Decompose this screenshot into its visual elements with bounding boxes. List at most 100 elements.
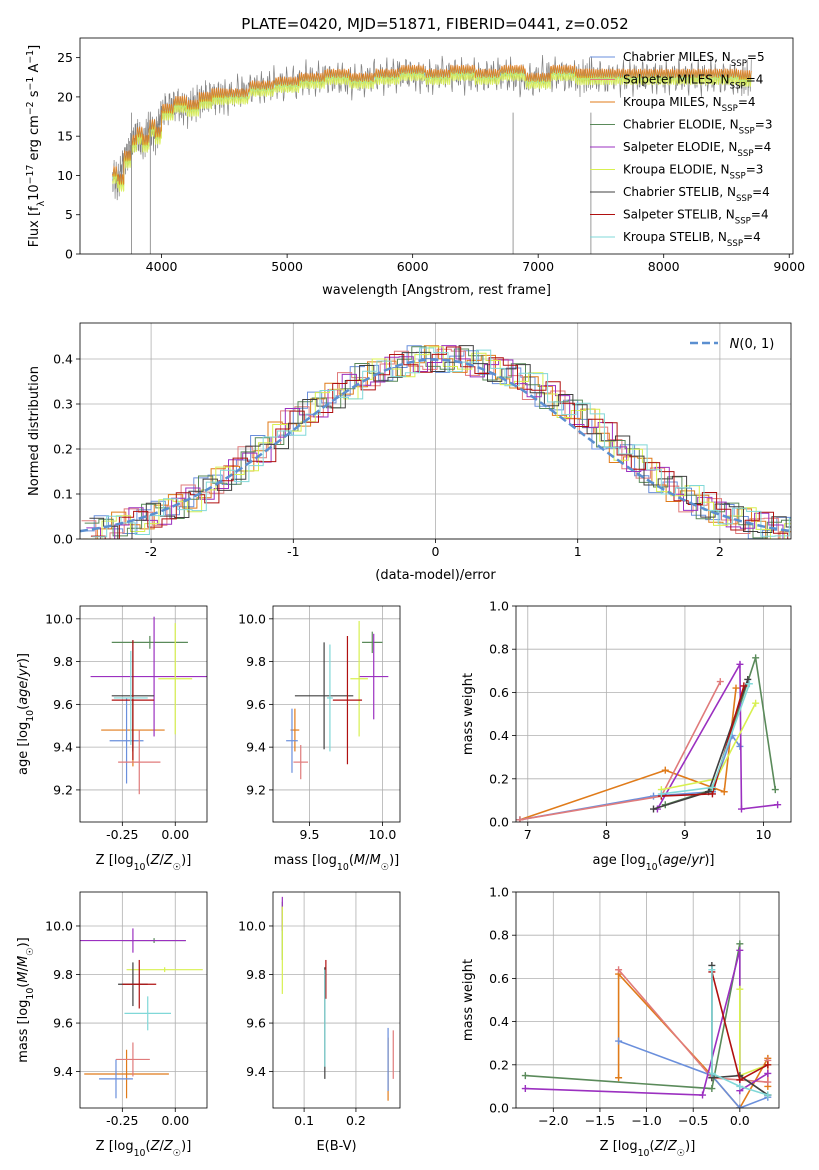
data-point xyxy=(764,1091,772,1099)
y-axis-label: mass [log10(M/M☉)] xyxy=(16,937,36,1063)
x-axis-label: wavelength [Angstrom, rest frame] xyxy=(322,283,551,298)
x-tick-label: 0.00 xyxy=(161,827,189,842)
y-tick-label: 0.4 xyxy=(489,728,509,743)
y-tick-label: 0.6 xyxy=(489,971,509,986)
x-tick-label: -0.25 xyxy=(106,827,138,842)
y-tick-label: 0.0 xyxy=(53,532,73,547)
data-point xyxy=(661,766,669,774)
data-point xyxy=(657,790,665,798)
y-tick-label: 9.8 xyxy=(246,654,266,669)
y-tick-label: 0.8 xyxy=(489,642,509,657)
y-tick-label: 0.2 xyxy=(489,771,509,786)
axes-frame xyxy=(79,891,208,1109)
data-point xyxy=(615,1037,623,1045)
data-point xyxy=(708,790,716,798)
histogram-step xyxy=(90,346,791,539)
y-tick-label: 9.8 xyxy=(53,654,73,669)
x-tick-label: 4000 xyxy=(146,259,178,274)
x-tick-label: 8 xyxy=(602,827,610,842)
x-tick-label: -1 xyxy=(287,544,299,559)
y-tick-label: 10.0 xyxy=(45,918,73,933)
x-tick-label: 7 xyxy=(524,827,532,842)
data-point xyxy=(736,946,744,954)
y-axis-label: mass weight xyxy=(461,959,476,1041)
data-point xyxy=(708,1069,716,1077)
data-point xyxy=(708,783,716,791)
data-point xyxy=(736,985,744,993)
data-point xyxy=(708,1085,716,1093)
legend-label: Kroupa STELIB, NSSP=4 xyxy=(623,230,761,249)
plot-area-mass_vs_ebv xyxy=(281,896,394,1101)
y-tick-label: 0.1 xyxy=(53,487,73,502)
histogram-step xyxy=(92,347,791,538)
y-tick-label: 10.0 xyxy=(45,611,73,626)
axes-frame xyxy=(79,37,794,255)
data-point xyxy=(740,682,748,690)
data-point xyxy=(752,699,760,707)
histogram-step xyxy=(89,345,791,539)
data-point xyxy=(736,1082,744,1090)
data-point xyxy=(764,1069,772,1077)
x-tick-label: 0.00 xyxy=(161,1113,189,1128)
y-tick-label: 5 xyxy=(65,207,73,222)
legend-label: Kroupa ELODIE, NSSP=3 xyxy=(623,163,763,182)
x-tick-label: 0.2 xyxy=(346,1113,366,1128)
histogram-step xyxy=(80,345,791,539)
data-point xyxy=(736,1104,744,1108)
y-tick-label: 0.3 xyxy=(53,397,73,412)
data-point xyxy=(720,788,728,796)
x-tick-label: 0.0 xyxy=(730,1113,750,1128)
y-tick-label: 9.6 xyxy=(53,697,73,712)
figure-title: PLATE=0420, MJD=51871, FIBERID=0441, z=0… xyxy=(241,15,628,33)
x-axis-label: Z [log10(Z/Z☉)] xyxy=(96,1139,192,1159)
x-tick-label: 10 xyxy=(756,827,772,842)
axes-age_vs_z: -0.25 0.00 9.2 9.4 9.6 9.8 10.0 Z [log10(Z/Z☉)]… xyxy=(16,605,208,873)
data-point xyxy=(650,805,657,813)
axes-frame xyxy=(515,891,780,1109)
y-tick-label: 1.0 xyxy=(489,599,509,614)
data-point xyxy=(745,680,753,688)
data-point xyxy=(521,1072,529,1080)
spectrum-model-line xyxy=(112,64,752,186)
x-tick-label: 2 xyxy=(716,544,724,559)
axes-frame xyxy=(515,605,792,823)
y-axis-label: Normed distribution xyxy=(27,366,42,496)
data-point xyxy=(736,742,744,750)
plot-area-weight_vs_z xyxy=(521,940,772,1108)
x-axis-label: age [log10(age/yr)] xyxy=(592,853,714,873)
data-point xyxy=(521,1085,529,1093)
legend: Chabrier MILES, NSSP=5 Salpeter MILES, NS… xyxy=(590,50,772,249)
y-tick-label: 9.6 xyxy=(53,1016,73,1031)
y-axis-label: mass weight xyxy=(461,673,476,755)
y-tick-label: 15 xyxy=(57,129,73,144)
x-tick-label: 0.1 xyxy=(294,1113,314,1128)
data-point xyxy=(615,1074,623,1082)
x-tick-label: 5000 xyxy=(271,259,303,274)
y-tick-label: 9.4 xyxy=(246,1064,266,1079)
axes-mass_vs_z: -0.25 0.00 9.4 9.6 9.8 10.0 Z [log10(Z/Z☉)] mas… xyxy=(16,891,208,1159)
y-tick-label: 9.8 xyxy=(53,967,73,982)
data-point xyxy=(516,816,524,822)
data-point xyxy=(744,675,752,683)
y-tick-label: 0 xyxy=(65,247,73,262)
x-tick-label: 9000 xyxy=(773,259,805,274)
legend-label: Kroupa MILES, NSSP=4 xyxy=(623,95,756,114)
y-tick-label: 0.2 xyxy=(53,442,73,457)
plot-area-weight_vs_age xyxy=(516,654,782,822)
axes-frame xyxy=(272,891,401,1109)
y-axis-label: Flux [fλ10−17 erg cm−2 s−1 A−1] xyxy=(25,45,47,247)
y-axis-label: age [log10(age/yr)] xyxy=(16,653,36,775)
y-tick-label: 9.4 xyxy=(53,1064,73,1079)
x-tick-label: 10.0 xyxy=(369,827,397,842)
x-axis-label: Z [log10(Z/Z☉)] xyxy=(96,853,192,873)
legend-label: N(0, 1) xyxy=(730,337,775,352)
y-tick-label: 0.2 xyxy=(489,1057,509,1072)
x-tick-label: −2.0 xyxy=(538,1113,568,1128)
y-tick-label: 9.4 xyxy=(246,740,266,755)
data-point xyxy=(736,1076,744,1084)
axes-frame xyxy=(79,605,208,823)
data-point xyxy=(738,805,745,813)
y-tick-label: 25 xyxy=(57,50,73,65)
spectrum-model-line xyxy=(112,71,752,193)
